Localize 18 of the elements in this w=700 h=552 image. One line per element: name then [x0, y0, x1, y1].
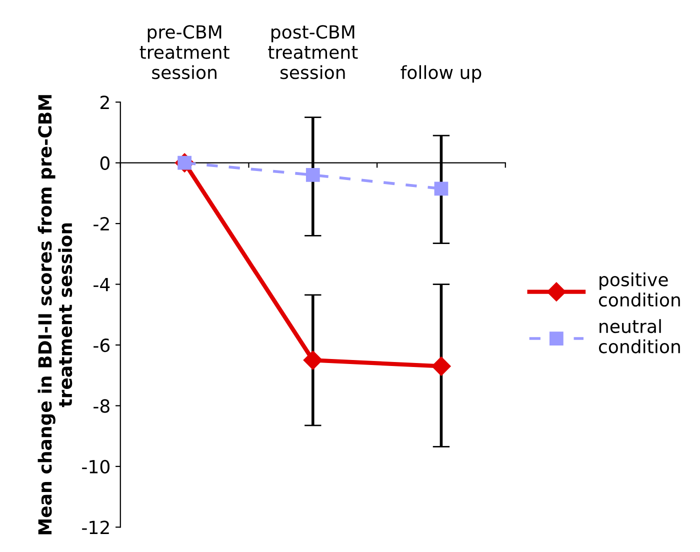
x-tick-label: follow up — [400, 65, 482, 83]
y-tick-label: 2 — [100, 96, 109, 109]
y-tick-label: -10 — [82, 460, 110, 474]
point — [434, 182, 448, 196]
point — [306, 168, 320, 182]
y-axis-title: Mean change in BDI-II scores from pre-CBM treatment session — [38, 95, 72, 534]
x-tick-label: post-CBM treatment session — [268, 25, 358, 80]
point — [303, 350, 322, 370]
legend-label: positive condition — [598, 272, 680, 307]
y-tick-label: -2 — [94, 217, 109, 230]
y-tick-label: -4 — [94, 278, 110, 292]
legend-label: neutral condition — [598, 319, 680, 354]
y-tick-label: -12 — [82, 520, 109, 534]
y-tick-label: -6 — [94, 338, 110, 352]
point — [432, 356, 451, 376]
y-tick-label: -8 — [94, 399, 110, 413]
x-tick-label: pre-CBM treatment session — [140, 25, 230, 80]
y-tick-label: 0 — [100, 156, 110, 170]
